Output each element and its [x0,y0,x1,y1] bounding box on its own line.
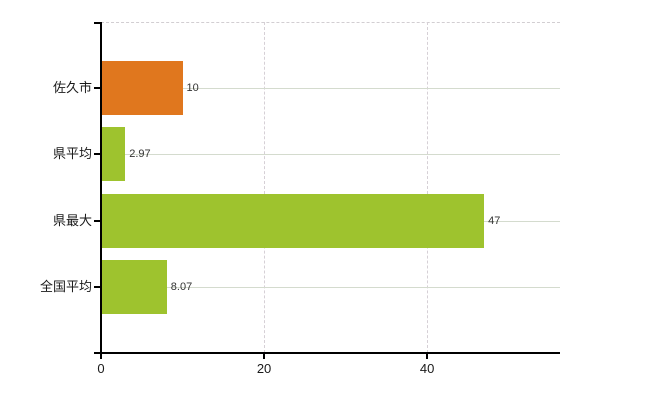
category-label: 県平均 [52,146,92,162]
x-tick-label: 20 [256,361,272,376]
vertical-gridline [264,22,266,353]
x-axis-line [94,352,560,354]
plot-top-border [101,22,560,23]
y-axis-top-tick [94,22,101,24]
horizontal-gridline [101,88,560,90]
horizontal-gridline [101,286,560,288]
plot-area: 10 2.97 47 8.07 [101,22,560,353]
bar-1 [101,127,126,182]
x-axis-tick [426,353,429,359]
y-axis-line [100,22,102,353]
value-label: 10 [186,82,199,95]
value-label: 8.07 [170,280,193,293]
horizontal-gridline [101,154,560,156]
category-label: 県最大 [52,212,92,228]
category-label: 佐久市 [52,80,92,96]
value-label: 47 [488,214,501,227]
category-label: 全国平均 [39,278,92,294]
y-axis-tick [94,285,101,288]
y-axis-tick [94,153,101,156]
bar-3 [101,259,167,314]
vertical-gridline [427,22,429,353]
bar-2 [101,193,485,248]
y-axis-tick [94,87,101,90]
x-tick-label: 40 [419,361,435,376]
x-tick-label: 0 [97,361,105,376]
x-axis-tick [100,353,102,359]
x-axis-tick [263,353,266,359]
y-axis-tick [94,219,101,222]
bar-0 [101,61,183,116]
value-label: 2.97 [129,148,151,161]
